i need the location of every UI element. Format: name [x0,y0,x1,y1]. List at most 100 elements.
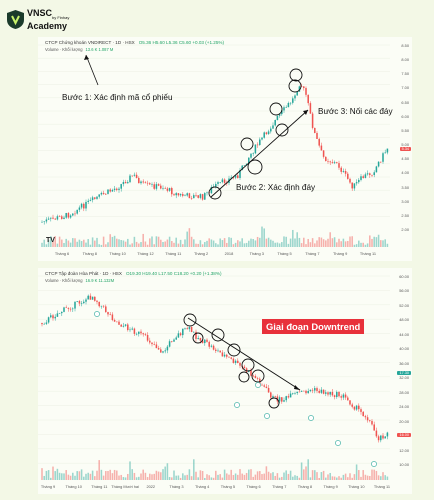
chart-vnd-candle-body [221,179,224,183]
chart-hpg-candle-body [146,334,149,341]
chart-vnd-volume-bar [124,241,127,247]
annotation-step3: Bước 3: Nối các đáy [318,107,393,116]
chart-vnd-x-tick: Tháng 10 [109,251,126,256]
chart-hpg-candle-body [210,345,213,347]
chart-vnd-y-tick: 6.00 [401,113,409,119]
chart-hpg-volume-bar [113,469,116,480]
chart-hpg-x-tick: Tháng 6 [246,484,261,489]
chart-hpg-volume-bar [300,462,303,480]
chart-vnd-candle-body [278,114,281,116]
chart-hpg-volume-bar [366,475,369,480]
peak-marker-circle [238,371,250,383]
chart-vnd-volume-bar [276,242,279,247]
chart-hpg-candle-body [239,362,241,366]
chart-hpg-volume-bar [314,470,316,480]
chart-hpg-candle-body [87,295,89,300]
chart-hpg-volume-bar [364,474,367,480]
chart-hpg-volume-bar [338,476,340,480]
chart-vnd-volume-bar [193,239,195,247]
chart-hpg-y-tick: 10.00 [399,462,409,467]
chart-hpg-volume-legend: Volume · Khối lượng 16.9 K 11.132M [45,278,114,283]
chart-vnd-canvas[interactable] [38,37,412,261]
chart-vnd-volume-bar [254,240,257,247]
chart-hpg-volume-bar [261,474,263,480]
chart-vnd-candle-body [210,187,213,194]
chart-hpg-canvas[interactable] [38,268,412,494]
chart-vnd-candle-body [160,185,162,189]
chart-hpg-candles [41,293,389,443]
chart-hpg-panel[interactable]: CTCP Tập đoàn Hòa Phát · 1D · HSX O19.30 … [38,268,412,494]
chart-vnd-volume-bar [228,237,230,247]
chart-vnd-candle-body [287,103,290,108]
chart-hpg-volume-bar [65,470,67,480]
chart-hpg-volume-bar [94,476,96,480]
chart-hpg-volume-bar [230,469,232,480]
bottom-marker-circle [269,102,283,116]
chart-hpg-candle-body [113,320,116,322]
chart-vnd-candle-body [322,150,325,157]
chart-vnd-volume-bar [72,238,74,247]
chart-vnd-volume-bar [89,244,92,247]
chart-hpg-candle-body [155,344,158,349]
chart-vnd-y-tick: 3.00 [401,198,409,204]
chart-hpg-candle-body [250,370,252,376]
chart-hpg-volume-bar [168,477,171,480]
chart-vnd-volume-bar [265,238,268,247]
chart-hpg-volume-bar [160,472,162,480]
chart-vnd-candle-body [197,195,199,198]
chart-vnd-volume-bar [63,242,65,247]
chart-hpg-x-tick: Tháng 11 [91,484,108,489]
chart-vnd-candle-body [351,182,353,189]
chart-vnd-volume-bar [87,239,89,247]
chart-vnd-candle-body [380,161,382,163]
chart-hpg-candle-body [369,420,371,422]
chart-hpg-volume-bar [311,470,314,480]
chart-vnd-candle-body [201,194,204,200]
chart-hpg-volume-bar [265,466,268,480]
chart-hpg-x-tick: Tháng 10 [348,484,365,489]
chart-hpg-volume-bar [226,473,228,480]
chart-hpg-volume-values: 16.9 K 11.132M [85,278,115,283]
chart-hpg-candle-body [212,345,215,350]
chart-vnd-candle-body [206,192,208,194]
chart-vnd-volume-bar [362,242,364,247]
chart-vnd-candle-body [155,184,158,189]
chart-hpg-volume-bar [239,469,241,480]
chart-hpg-volume-bar [116,470,118,480]
chart-hpg-candle-body [94,296,96,301]
chart-hpg-volume-bar [179,477,182,480]
chart-vnd-volume-bar [190,236,193,247]
chart-vnd-volume-bar [309,242,312,247]
chart-hpg-volume-bar [362,470,364,480]
chart-vnd-volume-bar [344,241,347,247]
chart-hpg-volume-bar [351,477,353,480]
chart-hpg-volume-bar [91,470,94,480]
chart-hpg-candle-body [278,397,281,402]
chart-hpg-volume-bar [153,473,155,480]
chart-vnd-candle-body [78,207,81,210]
chart-vnd-candle-body [193,195,195,199]
chart-hpg-candle-body [201,340,204,344]
chart-vnd-candle-body [195,195,197,196]
chart-vnd-candle-body [360,176,362,180]
chart-hpg-y-tick: 12.00 [399,447,409,453]
chart-vnd-candle-body [292,98,294,103]
chart-vnd-volume-bar [287,243,290,247]
chart-vnd-volume-bar [164,241,166,247]
chart-hpg-candle-body [215,349,217,351]
chart-vnd-volume-bar [105,244,107,247]
chart-hpg-candle-body [164,350,166,352]
chart-vnd-y-tick: 4.00 [401,170,409,176]
chart-hpg-candle-body [371,421,373,425]
chart-hpg-candle-body [309,389,312,392]
chart-hpg-volume-bar [47,470,50,480]
chart-vnd-panel[interactable]: CTCP Chứng khoán VNDIRECT · 1D · HSX O5.3… [38,37,412,261]
chart-vnd-candle-body [263,132,265,138]
chart-vnd-candle-body [325,156,327,162]
chart-hpg-volume-bar [386,476,389,480]
chart-hpg-volume-bar [45,470,48,480]
chart-vnd-volume-bar [230,237,232,247]
chart-vnd-volume-bar [327,238,329,247]
chart-hpg-volume-bar [274,475,276,480]
chart-vnd-candle-body [63,217,65,219]
